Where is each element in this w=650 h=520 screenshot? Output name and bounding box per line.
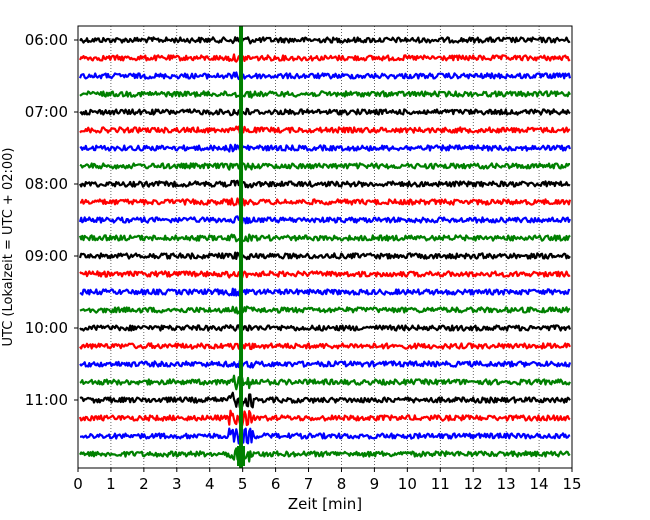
x-tick-label-10: 10 [398,475,417,493]
y-tick-label-3: 09:00 [25,247,68,265]
x-tick-label-13: 13 [497,475,516,493]
trace-0900 [78,251,571,261]
x-tick-label-12: 12 [464,475,483,493]
trace-0815 [79,197,572,207]
plot-frame [77,25,573,469]
trace-0830 [78,215,572,225]
trace-0930 [79,287,571,297]
trace-0845 [78,233,571,243]
trace-1000 [79,324,572,332]
y-tick-label-2: 08:00 [25,175,68,193]
trace-0715 [79,125,571,134]
x-tick-label-0: 0 [73,475,83,493]
x-tick-label-5: 5 [238,475,248,493]
trace-1030 [79,359,572,369]
x-tick-label-4: 4 [205,475,215,493]
x-tick-label-8: 8 [337,475,347,493]
y-axis-ticks: 06:00 07:00 08:00 09:00 10:00 11:00 [25,31,78,409]
y-tick-label-4: 10:00 [25,319,68,337]
x-tick-label-1: 1 [106,475,116,493]
x-tick-label-3: 3 [172,475,182,493]
trace-0700 [79,107,571,117]
y-tick-label-5: 11:00 [25,391,68,409]
trace-0745 [79,162,570,171]
x-tick-label-15: 15 [562,475,581,493]
event-marker [237,26,246,468]
x-tick-label-11: 11 [431,475,450,493]
trace-1130 [80,427,571,445]
y-tick-label-0: 06:00 [25,31,68,49]
trace-0915 [79,270,571,279]
x-tick-label-9: 9 [370,475,380,493]
seismic-traces [78,36,572,463]
y-tick-label-1: 07:00 [25,103,68,121]
trace-1045 [79,374,571,391]
x-axis-ticks: 0 1 2 3 4 5 6 7 8 9 10 11 12 13 14 15 [73,468,582,493]
trace-1015 [79,342,571,351]
trace-0730 [79,143,572,153]
trace-1115 [78,409,571,427]
trace-0945 [79,305,571,315]
x-tick-label-2: 2 [139,475,149,493]
trace-0600 [79,36,571,45]
trace-1100 [79,391,571,409]
event-burst [237,446,246,466]
trace-0800 [79,179,571,189]
y-axis-label: UTC (Lokalzeit = UTC + 02:00) [1,148,16,347]
x-tick-label-6: 6 [271,475,281,493]
x-tick-label-7: 7 [304,475,314,493]
trace-0645 [79,90,571,99]
trace-0615 [79,53,571,63]
plot-area [78,26,572,468]
x-tick-label-14: 14 [530,475,549,493]
trace-0630 [78,71,572,81]
trace-1145 [79,447,571,463]
x-axis-label: Zeit [min] [288,495,362,513]
